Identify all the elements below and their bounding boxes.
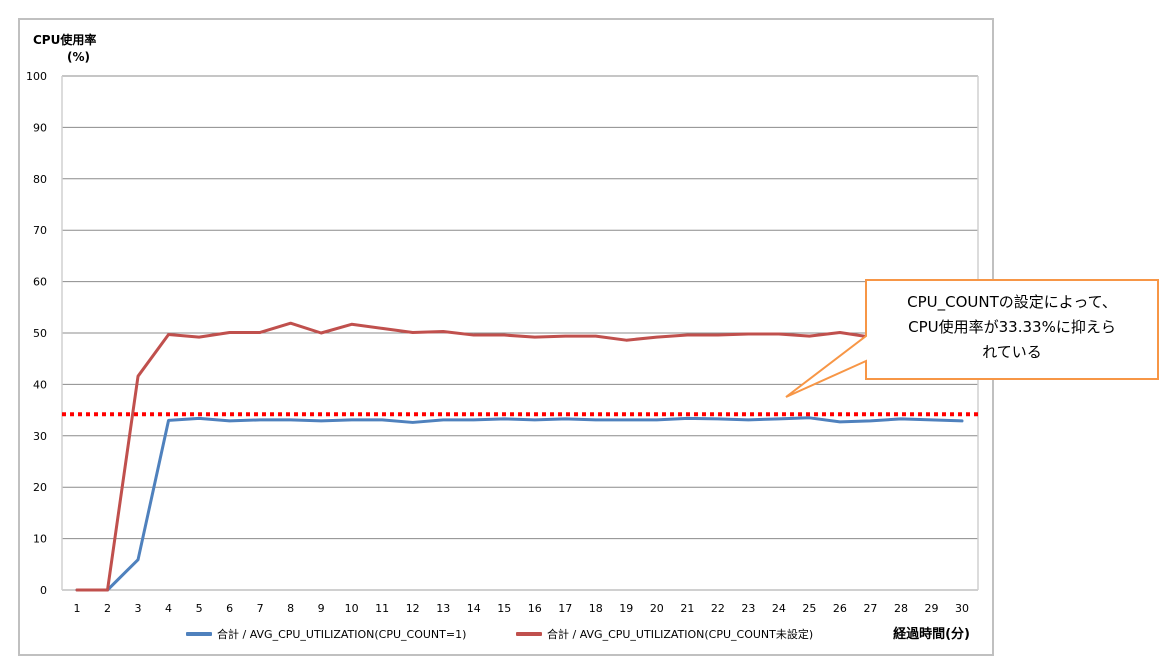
x-tick-label: 24: [772, 602, 786, 615]
legend-swatch-blue-icon: [186, 632, 212, 636]
x-tick-label: 28: [894, 602, 908, 615]
x-tick-label: 14: [467, 602, 481, 615]
x-tick-label: 3: [135, 602, 142, 615]
x-tick-label: 29: [924, 602, 938, 615]
x-tick-label: 7: [257, 602, 264, 615]
x-tick-label: 2: [104, 602, 111, 615]
x-tick-label: 11: [375, 602, 389, 615]
x-tick-label: 4: [165, 602, 172, 615]
x-tick-label: 16: [528, 602, 542, 615]
x-axis-title: 経過時間(分): [893, 627, 970, 642]
y-tick-label: 70: [33, 224, 47, 237]
y-tick-label: 10: [33, 533, 47, 546]
y-tick-label: 0: [40, 584, 47, 597]
callout-annotation-text: CPU_COUNTの設定によって、 CPU使用率が33.33%に抑えら れている: [868, 290, 1156, 365]
callout-line-1: CPU_COUNTの設定によって、: [907, 293, 1117, 311]
x-tick-label: 15: [497, 602, 511, 615]
callout-line-2: CPU使用率が33.33%に抑えら: [908, 318, 1116, 336]
y-tick-label: 90: [33, 121, 47, 134]
x-tick-label: 19: [619, 602, 633, 615]
callout-line-3: れている: [982, 343, 1042, 361]
x-tick-label: 30: [955, 602, 969, 615]
x-tick-label: 25: [802, 602, 816, 615]
y-tick-label: 100: [26, 70, 47, 83]
x-tick-label: 8: [287, 602, 294, 615]
y-tick-label: 30: [33, 430, 47, 443]
x-tick-label: 13: [436, 602, 450, 615]
x-tick-label: 17: [558, 602, 572, 615]
series-line-cpu-count-unset: [75, 321, 964, 592]
legend-item-cpu-count-unset: 合計 / AVG_CPU_UTILIZATION(CPU_COUNT未設定): [516, 626, 813, 642]
y-axis-unit: (%): [67, 50, 90, 64]
x-tick-label: 23: [741, 602, 755, 615]
x-tick-label: 20: [650, 602, 664, 615]
x-tick-label: 9: [318, 602, 325, 615]
y-axis-title: CPU使用率 (%): [33, 32, 96, 66]
legend-label-cpu-count-1: 合計 / AVG_CPU_UTILIZATION(CPU_COUNT=1): [217, 628, 467, 641]
callout-box: [785, 279, 1159, 398]
y-tick-label: 60: [33, 276, 47, 289]
y-tick-label: 20: [33, 481, 47, 494]
x-tick-label: 26: [833, 602, 847, 615]
y-tick-label: 80: [33, 173, 47, 186]
x-tick-label: 6: [226, 602, 233, 615]
y-tick-label: 40: [33, 378, 47, 391]
x-tick-label: 22: [711, 602, 725, 615]
series-line-cpu-count-1: [75, 416, 964, 592]
x-tick-label: 12: [406, 602, 420, 615]
x-tick-label: 27: [863, 602, 877, 615]
x-tick-label: 1: [74, 602, 81, 615]
legend-swatch-red-icon: [516, 632, 542, 636]
x-tick-label: 5: [196, 602, 203, 615]
x-tick-label: 10: [345, 602, 359, 615]
y-tick-label: 50: [33, 327, 47, 340]
legend-item-cpu-count-1: 合計 / AVG_CPU_UTILIZATION(CPU_COUNT=1): [186, 626, 466, 642]
x-tick-label: 18: [589, 602, 603, 615]
y-axis-title-text: CPU使用率: [33, 33, 97, 47]
legend-label-cpu-count-unset: 合計 / AVG_CPU_UTILIZATION(CPU_COUNT未設定): [547, 628, 814, 641]
x-tick-label: 21: [680, 602, 694, 615]
